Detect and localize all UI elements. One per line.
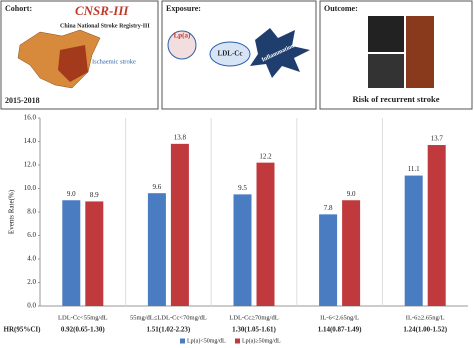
bar — [62, 200, 81, 306]
bar — [427, 145, 446, 306]
lpa-icon — [167, 30, 197, 60]
y-tick-label: 10.0 — [24, 184, 37, 192]
x-tick-label: LDL-Cc≥70mg/dL — [229, 314, 278, 321]
value-label: 13.8 — [174, 133, 187, 141]
value-label: 12.2 — [259, 152, 272, 160]
y-tick-label: 14.0 — [24, 137, 37, 145]
y-tick-label: 6.0 — [27, 231, 36, 239]
exposure-item: LDL-Cc — [218, 50, 243, 58]
bar — [256, 162, 275, 306]
value-label: 9.0 — [67, 190, 76, 198]
legend-label: Lp(a)<50mg/dL — [187, 337, 226, 344]
value-label: 9.0 — [347, 190, 356, 198]
exposure-panel — [161, 0, 317, 110]
panel-title: Outcome: — [324, 4, 358, 13]
ldl-cloud — [209, 41, 251, 67]
map-region — [58, 45, 88, 82]
scan-image — [368, 16, 404, 52]
value-label: 13.7 — [431, 135, 444, 143]
y-axis-title: Events Rate(%) — [8, 189, 16, 234]
map — [17, 29, 101, 89]
hr-value: 1.51(1.02-2.23) — [147, 326, 191, 334]
cohort-period: 2015-2018 — [5, 96, 40, 105]
bar — [170, 143, 189, 306]
bar — [342, 200, 361, 306]
value-label: 8.9 — [90, 191, 99, 199]
panel-title: Exposure: — [166, 4, 201, 13]
value-label: 11.1 — [408, 165, 420, 173]
cohort-name: CNSR-III — [75, 3, 129, 18]
y-tick-label: 12.0 — [24, 161, 37, 169]
y-tick-label: 0.0 — [27, 302, 36, 310]
hr-label: HR(95%CI) — [4, 326, 42, 334]
legend-swatch — [180, 338, 185, 344]
value-label: 9.5 — [238, 184, 247, 192]
hr-value: 1.14(0.87-1.49) — [318, 326, 362, 334]
scan-image — [368, 54, 404, 88]
x-tick-label: IL-6<2.65ng/L — [320, 314, 359, 321]
outcome-label: Risk of recurrent stroke — [352, 94, 439, 104]
value-label: 9.6 — [153, 183, 162, 191]
legend-label: Lp(a)≥50mg/dL — [242, 337, 281, 344]
bar — [233, 194, 252, 306]
panel-title: Cohort: — [5, 4, 32, 13]
cohort-population: Ischaemic stroke — [92, 58, 136, 65]
y-tick-label: 4.0 — [27, 255, 36, 263]
hr-value: 0.92(0.65-1.30) — [61, 326, 105, 334]
inflammation-icon — [250, 28, 310, 78]
x-tick-label: IL-6≥2.65ng/L — [406, 314, 445, 321]
bar — [319, 214, 338, 306]
bar — [147, 193, 166, 306]
y-tick-label: 8.0 — [27, 208, 36, 216]
value-label: 7.8 — [324, 204, 333, 212]
cohort-subtitle: China National Stroke Registry-III — [60, 23, 150, 29]
y-tick-label: 16.0 — [24, 114, 37, 122]
vessel-image — [406, 16, 434, 88]
y-tick-label: 2.0 — [27, 278, 36, 286]
x-tick-label: LDL-Cc<55mg/dL — [58, 314, 108, 321]
hr-value: 1.30(1.05-1.61) — [232, 326, 276, 334]
legend-swatch — [235, 338, 240, 344]
x-tick-label: 55mg/dL≤LDL-Cc<70mg/dL — [130, 314, 207, 321]
outcome-panel — [319, 0, 473, 110]
hr-value: 1.24(1.00-1.52) — [403, 326, 447, 334]
bar — [404, 175, 423, 306]
bar — [85, 201, 104, 306]
cohort-panel — [0, 0, 159, 110]
exposure-item: Lp(a) — [174, 32, 191, 40]
